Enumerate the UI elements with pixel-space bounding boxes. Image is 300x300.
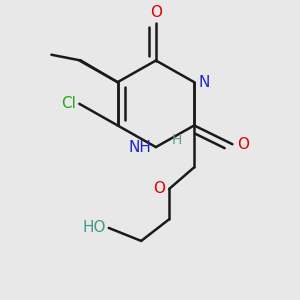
Text: HO: HO [82,220,106,236]
Text: NH: NH [129,140,152,154]
Text: O: O [153,182,165,196]
Text: H: H [172,133,182,147]
Text: O: O [150,5,162,20]
Text: N: N [199,75,210,90]
Text: Cl: Cl [61,96,76,111]
Text: O: O [237,137,249,152]
